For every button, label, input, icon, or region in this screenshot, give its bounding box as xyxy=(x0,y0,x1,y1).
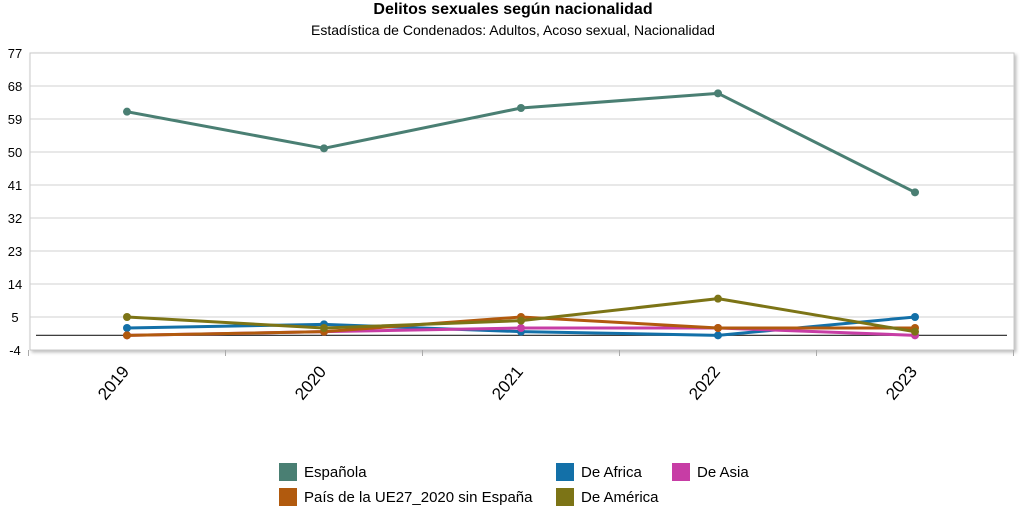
y-tick-label: 32 xyxy=(8,211,22,226)
chart-title: Delitos sexuales según nacionalidad xyxy=(373,1,653,18)
legend-item-pais-ue27[interactable]: País de la UE27_2020 sin España xyxy=(279,488,533,506)
legend-swatch-de-africa xyxy=(556,463,574,481)
chart-subtitle: Estadística de Condenados: Adultos, Acos… xyxy=(311,22,715,38)
legend-item-espanola[interactable]: Española xyxy=(279,463,367,481)
series-4 xyxy=(123,294,919,336)
y-tick-label: 14 xyxy=(8,277,22,292)
data-point[interactable] xyxy=(714,89,722,98)
y-tick-label: 41 xyxy=(8,178,22,193)
data-point[interactable] xyxy=(517,316,525,325)
legend-label-espanola: Española xyxy=(304,463,367,481)
legend-swatch-de-america xyxy=(556,488,574,506)
legend-label-de-africa: De Africa xyxy=(581,463,642,481)
legend-item-de-america[interactable]: De América xyxy=(556,488,659,506)
data-point[interactable] xyxy=(123,331,131,340)
y-tick-label: -4 xyxy=(9,343,21,358)
data-point[interactable] xyxy=(320,144,328,153)
y-tick-label: 50 xyxy=(8,145,22,160)
data-point[interactable] xyxy=(517,104,525,112)
series-0 xyxy=(123,89,919,197)
data-point[interactable] xyxy=(714,331,722,340)
legend-item-de-asia[interactable]: De Asia xyxy=(672,463,749,481)
x-tick-label: 2020 xyxy=(291,362,330,403)
y-tick-label: 23 xyxy=(8,244,22,259)
data-point[interactable] xyxy=(123,107,131,116)
legend-label-pais-ue27: País de la UE27_2020 sin España xyxy=(304,488,533,506)
data-point[interactable] xyxy=(911,188,919,197)
data-point[interactable] xyxy=(517,324,525,332)
x-tick-label: 2019 xyxy=(94,362,133,403)
legend-swatch-espanola xyxy=(279,463,297,481)
data-point[interactable] xyxy=(123,324,131,332)
plot-area xyxy=(29,52,1015,351)
data-point[interactable] xyxy=(714,324,722,332)
x-tick-label: 2021 xyxy=(488,362,527,403)
legend-swatch-pais-ue27 xyxy=(279,488,297,506)
data-point[interactable] xyxy=(911,313,919,321)
x-tick-label: 2022 xyxy=(685,362,724,403)
y-tick-label: 68 xyxy=(8,79,22,94)
data-point[interactable] xyxy=(123,313,131,321)
y-tick-label: 77 xyxy=(8,46,22,61)
data-point[interactable] xyxy=(320,324,328,332)
legend-swatch-de-asia xyxy=(672,463,690,481)
legend-item-de-africa[interactable]: De Africa xyxy=(556,463,642,481)
y-tick-label: 5 xyxy=(11,310,18,325)
data-point[interactable] xyxy=(714,294,722,303)
legend-label-de-asia: De Asia xyxy=(697,463,749,481)
y-tick-label: 59 xyxy=(8,112,22,127)
x-tick-label: 2023 xyxy=(882,362,921,403)
data-point[interactable] xyxy=(911,327,919,336)
legend-label-de-america: De América xyxy=(581,488,659,506)
